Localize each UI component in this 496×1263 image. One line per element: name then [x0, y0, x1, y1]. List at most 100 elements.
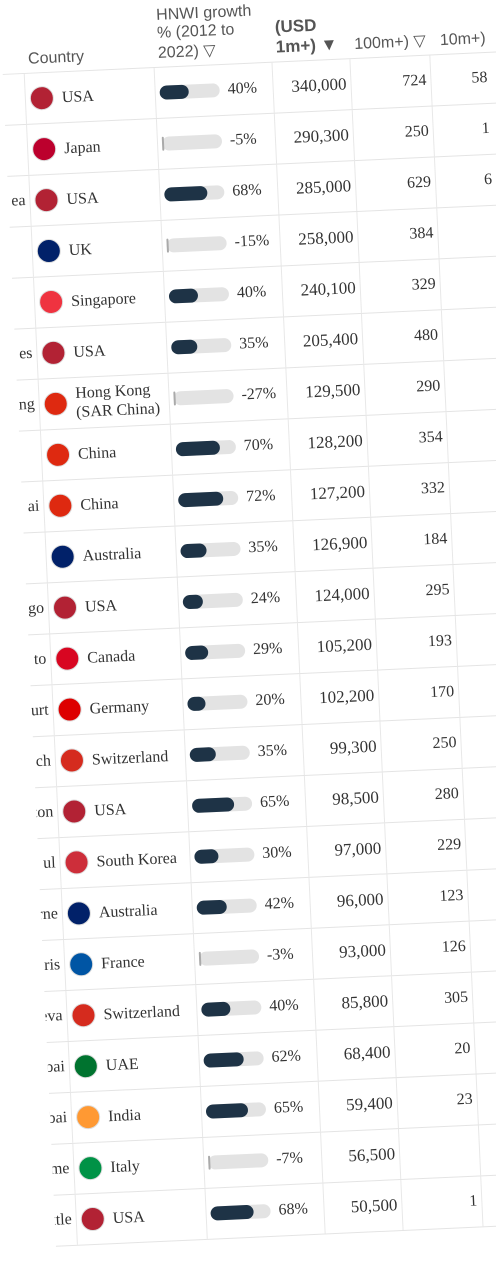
growth-track [164, 185, 225, 202]
city: ch [32, 736, 58, 788]
country: USA [73, 342, 106, 361]
growth-cell: 72% [173, 470, 294, 526]
c10-count [447, 409, 496, 462]
hnwi-count: 285,000 [277, 161, 358, 215]
c100-count: 295 [373, 564, 456, 619]
hnwi-header[interactable]: (USD 1m+) ▼ [274, 15, 338, 57]
c100-count [398, 1125, 482, 1179]
growth-track [203, 1051, 264, 1068]
c10-header[interactable]: 10m+) [439, 30, 486, 50]
growth-track [168, 286, 230, 304]
flag-icon [64, 849, 90, 875]
country-header[interactable]: Country [27, 48, 85, 68]
hnwi-count: 98,500 [304, 772, 386, 826]
country: Australia [98, 901, 158, 921]
c10-count [470, 919, 496, 972]
country-cell: Hong Kong (SAR China) [38, 373, 171, 430]
flag-icon [66, 900, 92, 926]
flag-icon [59, 747, 85, 774]
growth-cell: 40% [163, 266, 285, 322]
country-cell: USA [24, 68, 157, 124]
country-cell: France [64, 934, 197, 990]
growth-label: 20% [255, 690, 286, 710]
flag-icon [61, 798, 87, 824]
flag-icon [47, 493, 73, 519]
city [9, 226, 34, 278]
hnwi-count: 68,400 [316, 1027, 397, 1081]
city [23, 532, 48, 584]
growth-cell: 40% [154, 62, 275, 118]
country: India [107, 1106, 142, 1125]
growth-track [201, 1000, 262, 1017]
growth-track [173, 388, 234, 406]
country-cell: Switzerland [66, 985, 199, 1041]
growth-bar [208, 1155, 211, 1170]
hnwi-count: 240,100 [281, 262, 362, 317]
hnwi-count: 124,000 [295, 568, 376, 623]
c100-header[interactable]: 100m+) ▽ [353, 32, 427, 53]
growth-cell: 35% [175, 521, 296, 577]
growth-cell: 35% [166, 317, 287, 373]
hnwi-count: 85,800 [314, 976, 395, 1030]
flag-icon [43, 391, 69, 417]
growth-bar [168, 288, 199, 304]
growth-cell: -5% [156, 113, 278, 169]
growth-track [205, 1102, 267, 1119]
growth-track [159, 83, 220, 100]
growth-header[interactable]: HNWI growth % (2012 to 2022) ▽ [155, 2, 252, 62]
growth-label: -27% [241, 384, 277, 404]
growth-track [191, 796, 253, 814]
growth-bar [184, 645, 209, 661]
c10-count [467, 868, 496, 921]
growth-label: 62% [271, 1047, 302, 1066]
growth-bar [180, 543, 208, 559]
city [18, 430, 44, 482]
growth-cell: 68% [205, 1183, 326, 1239]
growth-bar [201, 1001, 231, 1017]
country-cell: Switzerland [54, 730, 187, 787]
growth-bar [210, 1204, 255, 1221]
c10-count [444, 358, 496, 411]
flag-icon [36, 238, 62, 264]
growth-bar [194, 848, 219, 865]
country: USA [93, 800, 127, 820]
growth-cell: 29% [180, 623, 301, 679]
country-cell: Australia [61, 883, 194, 940]
growth-cell: 20% [182, 674, 303, 730]
growth-cell: -3% [193, 928, 315, 985]
c10-count [472, 970, 496, 1023]
c100-count: 126 [389, 921, 472, 976]
hnwi-count: 59,400 [318, 1078, 399, 1132]
country: UK [68, 240, 93, 259]
country: USA [66, 189, 99, 208]
growth-bar [187, 696, 207, 712]
c100-count: 354 [366, 412, 449, 466]
growth-cell: 42% [191, 877, 312, 934]
growth-bar [161, 136, 165, 151]
country: USA [112, 1208, 146, 1227]
flag-icon [52, 595, 78, 621]
growth-label: 68% [278, 1200, 309, 1219]
country-cell: South Korea [59, 832, 192, 889]
city: ea [7, 175, 32, 227]
c100-count: 229 [385, 819, 468, 874]
growth-track [208, 1153, 269, 1170]
c100-count: 629 [355, 157, 438, 211]
country-cell: USA [75, 1188, 208, 1245]
growth-cell: 65% [186, 775, 308, 832]
c10-count [465, 817, 496, 870]
country: China [79, 494, 119, 514]
country-cell: UAE [68, 1036, 201, 1092]
growth-cell: -7% [203, 1132, 324, 1188]
growth-cell: 40% [196, 979, 317, 1036]
flag-icon [31, 136, 57, 162]
growth-cell: -15% [161, 215, 282, 271]
growth-track [198, 949, 260, 966]
growth-label: 24% [250, 588, 281, 608]
c10-count [474, 1021, 496, 1074]
hnwi-count: 99,300 [302, 721, 383, 775]
growth-bar [164, 185, 208, 202]
growth-label: 29% [252, 639, 283, 659]
growth-label: -3% [266, 945, 294, 964]
growth-label: 40% [268, 996, 299, 1015]
